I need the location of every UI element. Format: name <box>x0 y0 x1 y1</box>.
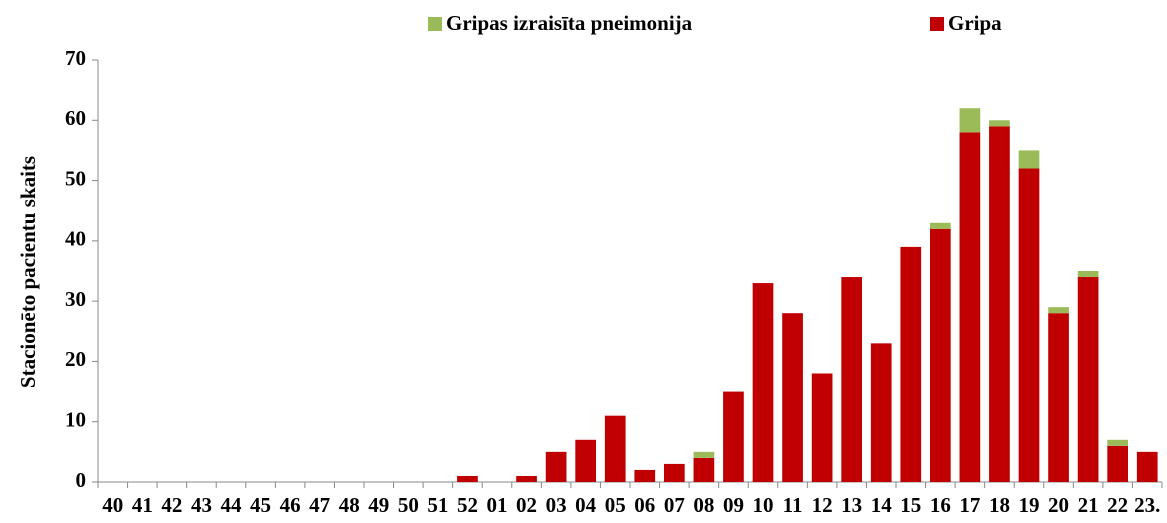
bar <box>1018 168 1040 482</box>
y-tick-label: 40 <box>65 227 86 251</box>
bar <box>1048 313 1069 482</box>
x-tick-label: 43 <box>191 493 212 517</box>
bar <box>1077 271 1099 278</box>
x-tick-label: 18 <box>989 493 1010 517</box>
bar <box>1077 277 1099 482</box>
bar <box>545 451 567 482</box>
bar <box>959 108 981 133</box>
x-tick-label: 48 <box>339 493 360 517</box>
bar <box>959 132 981 483</box>
x-tick-label: 14 <box>871 493 893 517</box>
bar <box>989 126 1010 483</box>
x-tick-label: 15 <box>900 493 921 517</box>
x-tick-label: 21 <box>1078 493 1099 517</box>
bar <box>929 222 951 229</box>
legend-label: Gripa <box>948 11 1002 35</box>
x-tick-label: 06 <box>634 493 655 517</box>
x-tick-label: 52 <box>457 493 478 517</box>
bar <box>1136 451 1158 482</box>
y-tick-label: 0 <box>76 468 87 492</box>
x-tick-label: 11 <box>783 493 803 517</box>
x-tick-label: 40 <box>102 493 123 517</box>
x-tick-label: 08 <box>693 493 714 517</box>
bar <box>1107 439 1129 446</box>
x-tick-label: 47 <box>309 493 330 517</box>
x-tick-label: 05 <box>605 493 626 517</box>
x-tick-label: 42 <box>161 493 182 517</box>
bar <box>457 475 478 482</box>
x-tick-label: 07 <box>664 493 685 517</box>
x-tick-label: 03 <box>546 493 567 517</box>
x-tick-label: 12 <box>812 493 833 517</box>
bar <box>989 120 1010 127</box>
y-tick-label: 60 <box>65 106 86 130</box>
x-tick-label: 10 <box>753 493 774 517</box>
bar <box>1107 445 1129 482</box>
bar <box>693 457 715 482</box>
bar <box>782 313 803 482</box>
y-tick-label: 70 <box>65 46 86 70</box>
x-tick-label: 01 <box>487 493 508 517</box>
y-axis-title: Stacionēto pacientu skaits <box>16 156 40 388</box>
x-tick-label: 49 <box>368 493 389 517</box>
bar <box>575 439 597 482</box>
x-tick-label: 23. <box>1134 493 1160 517</box>
x-tick-label: 44 <box>221 493 243 517</box>
x-tick-label: 19 <box>1019 493 1040 517</box>
x-tick-label: 09 <box>723 493 744 517</box>
bar <box>1018 150 1040 169</box>
x-tick-label: 04 <box>575 493 597 517</box>
bar <box>1048 307 1069 314</box>
x-tick-label: 16 <box>930 493 951 517</box>
bar <box>841 277 863 482</box>
bar <box>752 283 774 482</box>
legend-label: Gripas izraisīta pneimonija <box>446 11 693 35</box>
bar <box>811 373 833 482</box>
bar <box>634 469 656 482</box>
x-tick-label: 20 <box>1048 493 1069 517</box>
x-tick-label: 46 <box>280 493 301 517</box>
bar <box>663 463 685 482</box>
y-tick-label: 10 <box>65 408 86 432</box>
bar <box>870 343 892 482</box>
x-tick-label: 13 <box>841 493 862 517</box>
legend-swatch <box>428 17 442 31</box>
bar <box>516 475 537 482</box>
bar <box>900 246 922 482</box>
x-tick-label: 02 <box>516 493 537 517</box>
x-tick-label: 17 <box>959 493 980 517</box>
bar <box>929 228 951 482</box>
x-tick-label: 45 <box>250 493 271 517</box>
bar <box>604 415 626 482</box>
y-tick-label: 20 <box>65 347 86 371</box>
x-tick-label: 41 <box>132 493 153 517</box>
x-tick-label: 22 <box>1107 493 1128 517</box>
x-tick-label: 50 <box>398 493 419 517</box>
y-tick-label: 30 <box>65 287 86 311</box>
y-tick-label: 50 <box>65 166 86 190</box>
bar <box>723 391 744 482</box>
x-tick-label: 51 <box>427 493 448 517</box>
bar <box>693 451 715 458</box>
legend-swatch <box>930 17 944 31</box>
